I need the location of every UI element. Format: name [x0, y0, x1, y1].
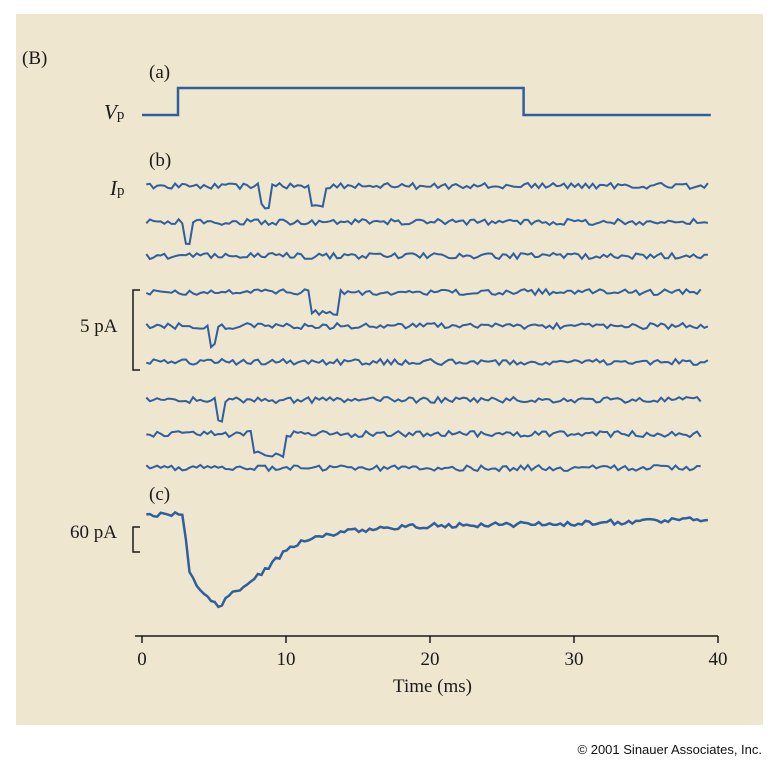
voltage-step-group — [142, 86, 711, 117]
ip-trace-label: Ip — [110, 176, 125, 201]
vp-subscript: p — [116, 107, 125, 123]
vp-symbol: V — [104, 100, 117, 124]
single-channel-trace-6 — [146, 357, 709, 367]
single-channel-traces-group — [145, 181, 709, 473]
x-axis: 0 10 20 30 40 — [135, 635, 728, 670]
x-tick-label-10: 10 — [277, 649, 296, 670]
figure-panel — [16, 14, 763, 725]
x-tick-label-0: 0 — [137, 649, 147, 670]
ensemble-average-line — [146, 510, 709, 609]
single-channel-trace-2 — [145, 217, 709, 246]
single-channel-trace-4 — [145, 287, 702, 317]
x-tick-label-20: 20 — [421, 649, 440, 670]
single-channel-trace-5 — [145, 321, 709, 350]
voltage-step-line — [142, 86, 711, 117]
x-tick-label-40: 40 — [709, 649, 728, 670]
scale-bar-5pa-label: 5 pA — [80, 316, 118, 337]
panel-label: (B) — [22, 48, 48, 69]
single-channel-trace-3 — [145, 251, 708, 261]
subpanel-a-label: (a) — [149, 62, 171, 83]
single-channel-trace-9 — [145, 463, 701, 473]
ip-symbol: I — [110, 176, 117, 200]
copyright-notice: © 2001 Sinauer Associates, Inc. — [577, 742, 762, 757]
ip-subscript: p — [117, 183, 125, 199]
subpanel-b-label: (b) — [149, 150, 172, 171]
single-channel-trace-7 — [145, 395, 702, 423]
vp-trace-label: Vp — [104, 100, 124, 125]
scale-bars — [132, 289, 140, 553]
scale-bar-60pa-label: 60 pA — [70, 522, 117, 543]
single-channel-trace-1 — [146, 181, 709, 210]
subpanel-c-label: (c) — [149, 484, 171, 505]
single-channel-trace-8 — [146, 429, 702, 459]
x-tick-label-30: 30 — [565, 649, 584, 670]
scale-bar-60pa — [132, 526, 140, 553]
ensemble-average-group — [146, 510, 709, 609]
scale-bar-5pa — [132, 289, 140, 371]
x-axis-title: Time (ms) — [393, 676, 473, 697]
